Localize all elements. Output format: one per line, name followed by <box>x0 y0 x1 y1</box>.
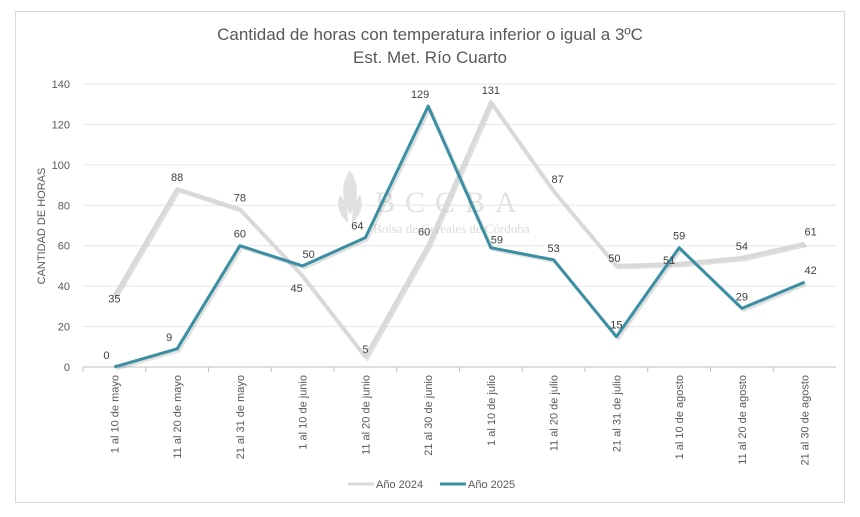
data-label: 53 <box>548 243 560 255</box>
data-label: 61 <box>805 227 817 239</box>
data-label: 5 <box>362 344 368 356</box>
data-label: 9 <box>166 332 172 344</box>
y-tick-label: 140 <box>52 79 70 91</box>
watermark-text: Bolsa de Cereales de Córdoba <box>373 221 530 236</box>
series-shadow <box>115 104 808 371</box>
data-label: 59 <box>673 231 685 243</box>
data-label: 131 <box>482 85 500 97</box>
chart-title: Cantidad de horas con temperatura inferi… <box>217 25 643 44</box>
y-axis-label: CANTIDAD DE HORAS <box>36 168 48 285</box>
data-label: 50 <box>608 253 620 265</box>
data-label: 45 <box>291 283 303 295</box>
x-tick-label: 1 al 10 de mayo <box>109 375 121 453</box>
data-label: 15 <box>610 320 622 332</box>
x-tick-label: 11 al 20 de agosto <box>737 375 749 465</box>
x-tick-label: 1 al 10 de julio <box>486 375 498 446</box>
x-tick-label: 21 al 31 de julio <box>611 375 623 452</box>
y-tick-label: 20 <box>58 322 70 334</box>
y-tick-label: 80 <box>58 200 70 212</box>
data-label: 50 <box>303 249 315 261</box>
legend-label: Año 2025 <box>468 479 515 491</box>
x-tick-label: 21 al 30 de junio <box>423 375 435 456</box>
data-label: 88 <box>171 172 183 184</box>
x-tick-label: 11 al 20 de julio <box>549 375 561 451</box>
x-tick-label: 21 al 31 de mayo <box>235 375 247 459</box>
series-line-2025 <box>113 104 806 369</box>
data-label: 60 <box>418 227 430 239</box>
chart-frame <box>15 11 845 503</box>
data-label: 54 <box>736 241 748 253</box>
data-label: 59 <box>491 235 503 247</box>
data-label: 29 <box>736 291 748 303</box>
data-label: 35 <box>108 293 120 305</box>
x-tick-label: 11 al 20 de mayo <box>172 375 184 459</box>
x-tick-label: 11 al 20 de junio <box>360 375 372 455</box>
y-tick-label: 120 <box>52 119 70 131</box>
y-tick-label: 40 <box>58 281 70 293</box>
x-tick-label: 1 al 10 de junio <box>298 375 310 450</box>
watermark-logo: BCCBA Bolsa de Cereales de Córdoba <box>338 170 530 236</box>
data-label: 78 <box>234 192 246 204</box>
data-label: 64 <box>351 221 363 233</box>
chart-subtitle: Est. Met. Río Cuarto <box>353 48 507 67</box>
data-label: 51 <box>663 255 675 267</box>
data-label: 60 <box>234 229 246 241</box>
data-label: 87 <box>552 174 564 186</box>
data-label: 129 <box>411 89 429 101</box>
y-tick-label: 100 <box>52 160 70 172</box>
y-tick-label: 60 <box>58 241 70 253</box>
data-label: 42 <box>805 265 817 277</box>
legend-label: Año 2024 <box>376 479 423 491</box>
y-tick-label: 0 <box>64 362 70 374</box>
x-tick-label: 1 al 10 de agosto <box>674 375 686 459</box>
x-tick-label: 21 al 30 de agosto <box>800 375 812 466</box>
data-label: 0 <box>103 350 109 362</box>
